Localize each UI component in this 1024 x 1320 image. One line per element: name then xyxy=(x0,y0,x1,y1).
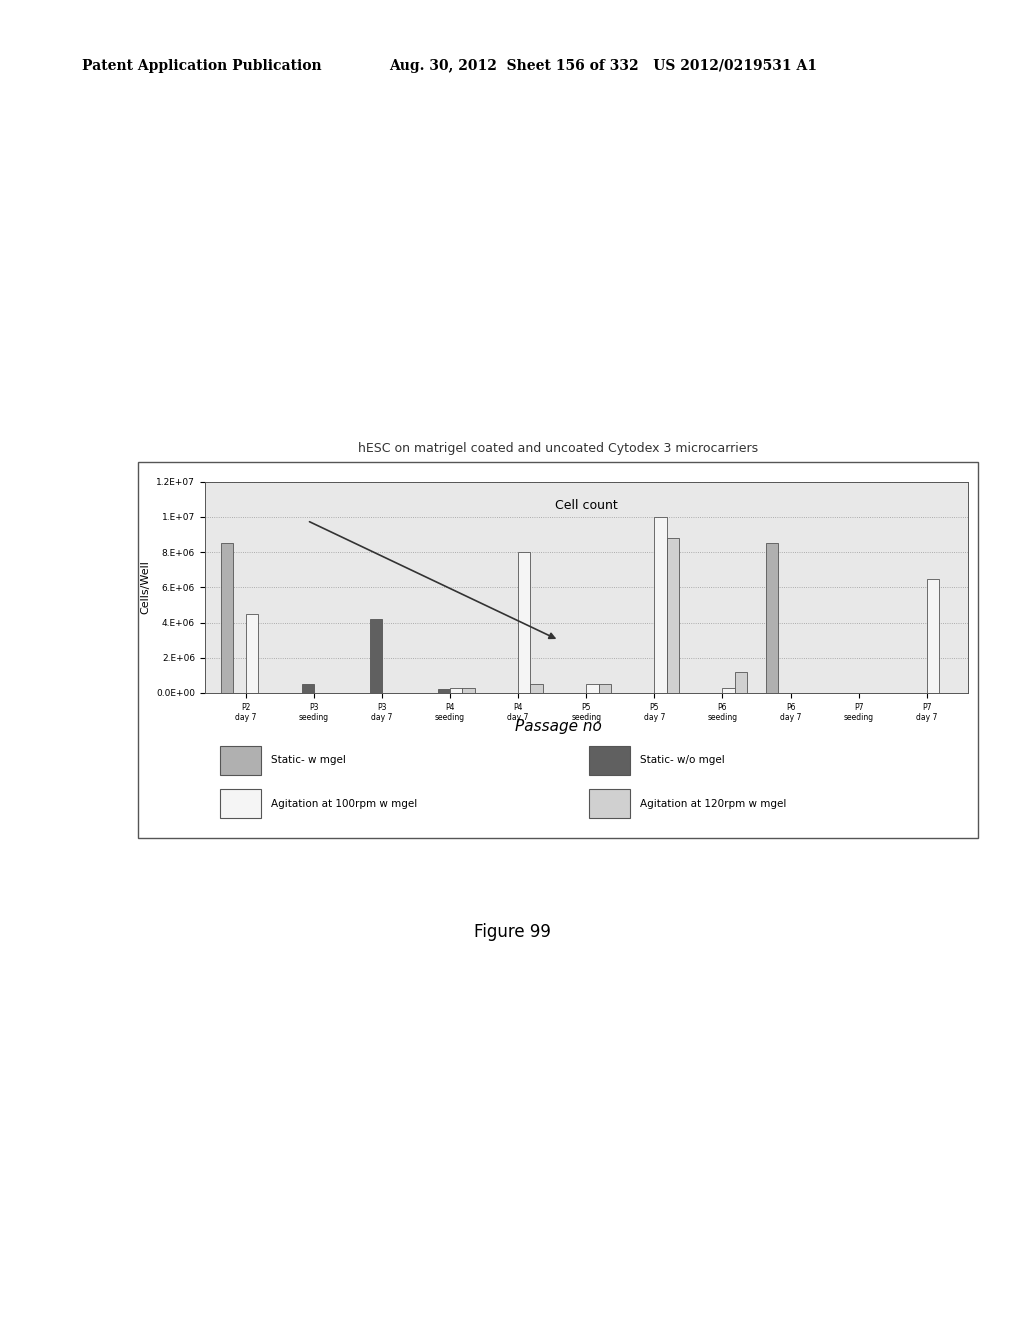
Bar xyxy=(587,684,598,693)
Text: hESC on matrigel coated and uncoated Cytodex 3 microcarriers: hESC on matrigel coated and uncoated Cyt… xyxy=(358,442,758,455)
Bar xyxy=(450,688,462,693)
Y-axis label: Cells/Well: Cells/Well xyxy=(140,561,151,614)
Bar xyxy=(735,672,746,693)
Text: Static- w/o mgel: Static- w/o mgel xyxy=(640,755,725,766)
Text: Static- w mgel: Static- w mgel xyxy=(271,755,346,766)
Text: Passage no: Passage no xyxy=(515,718,601,734)
Bar xyxy=(927,578,939,693)
Bar xyxy=(530,684,543,693)
Bar xyxy=(301,684,313,693)
Bar xyxy=(723,688,735,693)
Bar xyxy=(246,614,258,693)
Bar xyxy=(518,552,530,693)
Text: Agitation at 100rpm w mgel: Agitation at 100rpm w mgel xyxy=(271,799,418,809)
Text: Aug. 30, 2012  Sheet 156 of 332   US 2012/0219531 A1: Aug. 30, 2012 Sheet 156 of 332 US 2012/0… xyxy=(389,59,817,74)
Text: Agitation at 120rpm w mgel: Agitation at 120rpm w mgel xyxy=(640,799,786,809)
Bar xyxy=(766,544,778,693)
Bar xyxy=(370,619,382,693)
Text: Figure 99: Figure 99 xyxy=(473,923,551,941)
Bar xyxy=(437,689,450,693)
Bar xyxy=(462,688,474,693)
Text: Cell count: Cell count xyxy=(555,499,617,512)
Text: Patent Application Publication: Patent Application Publication xyxy=(82,59,322,74)
Bar xyxy=(667,539,679,693)
Bar xyxy=(221,544,233,693)
Bar xyxy=(598,684,610,693)
Bar xyxy=(654,517,667,693)
